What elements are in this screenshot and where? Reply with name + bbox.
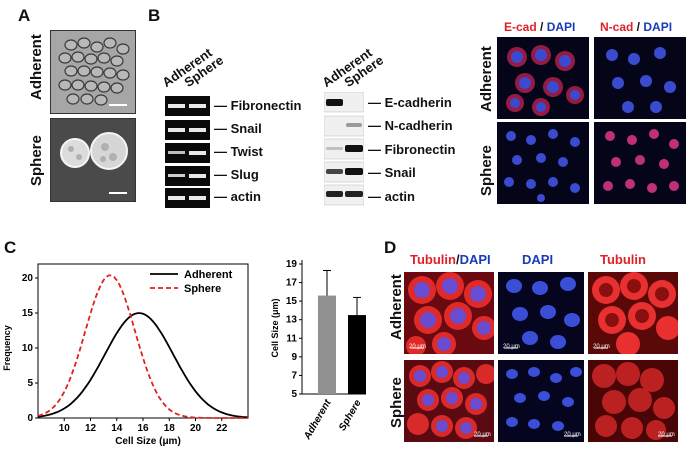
dist-series-sphere-line — [37, 274, 248, 419]
d-dapi-adherent-image — [498, 272, 584, 354]
dist-x-tick-label: 12 — [85, 423, 97, 434]
dist-x-tick-label: 10 — [59, 423, 71, 434]
pcr-gel-image — [165, 96, 210, 208]
bar-sphere — [348, 315, 366, 394]
western-blot-image — [324, 92, 364, 206]
dist-y-tick-label: 15 — [22, 308, 34, 319]
d-merge-sphere-image — [404, 360, 494, 442]
if-ncad-sphere-image — [594, 122, 686, 204]
dist-y-tick-label: 5 — [27, 378, 33, 389]
d-dapi-sphere-image — [498, 360, 584, 442]
bar-y-tick-label: 7 — [291, 370, 297, 381]
d-scalebar-3: 20 μm — [593, 344, 610, 350]
dist-y-tick-label: 0 — [27, 413, 33, 424]
d-scalebar-5: 20 μm — [564, 432, 581, 438]
wb-band-fibronectin: — Fibronectin — [368, 142, 456, 157]
if-ecad-sphere-image — [497, 122, 589, 204]
if-ncad-adherent-image — [594, 37, 686, 119]
bar-y-axis-label: Cell Size (μm) — [270, 298, 280, 357]
dist-x-tick-label: 22 — [216, 423, 228, 434]
pcr-band-actin: — actin — [214, 189, 261, 204]
pcr-band-twist: — Twist — [214, 144, 263, 159]
bar-adherent — [318, 295, 336, 394]
bar-y-tick-label: 15 — [286, 296, 298, 307]
pcr-band-slug: — Slug — [214, 167, 259, 182]
sphere-cells-image — [51, 119, 135, 201]
bar-y-tick-label: 5 — [291, 389, 297, 400]
bar-y-tick-label: 19 — [286, 259, 298, 270]
d-scalebar-6: 20 μm — [658, 432, 675, 438]
bar-y-tick-label: 13 — [286, 315, 298, 326]
pcr-band-fibronectin: — Fibronectin — [214, 98, 302, 113]
panel-a-row-label-sphere: Sphere — [28, 135, 45, 186]
bar-y-tick-label: 11 — [286, 333, 297, 344]
bar-category-label-adherent: Adherent — [302, 397, 334, 442]
panel-b-letter: B — [148, 6, 161, 25]
wb-band-snail: — Snail — [368, 165, 416, 180]
if-b-row-label-sphere: Sphere — [478, 145, 495, 196]
d-tubulin-sphere-image — [588, 360, 678, 442]
legend-label-sphere: Sphere — [184, 283, 221, 295]
d-scalebar-2: 20 μm — [503, 344, 520, 350]
d-tubulin-adherent-image — [588, 272, 678, 354]
wb-band-actin: — actin — [368, 189, 415, 204]
d-scalebar-1: 20 μm — [409, 344, 426, 350]
dist-x-tick-label: 20 — [190, 423, 202, 434]
if-ecad-adherent-image — [497, 37, 589, 119]
if-header-ecad: E-cad / DAPI — [504, 20, 576, 34]
pcr-band-snail: — Snail — [214, 121, 262, 136]
wb-band-e-cadherin: — E-cadherin — [368, 95, 452, 110]
panel-d-letter: D — [384, 238, 397, 257]
d-header-tubulin-dapi: Tubulin/DAPI — [410, 252, 491, 267]
panel-c-letter: C — [4, 238, 17, 257]
wb-band-n-cadherin: — N-cadherin — [368, 118, 453, 133]
bar-y-tick-label: 17 — [286, 278, 298, 289]
d-header-tubulin: Tubulin — [600, 252, 646, 267]
panel-a-adherent-micrograph — [50, 30, 136, 114]
d-header-dapi: DAPI — [522, 252, 554, 267]
d-scalebar-4: 20 μm — [474, 432, 491, 438]
bar-category-label-sphere: Sphere — [337, 398, 364, 433]
cell-size-distribution-chart: 10 12 14 16 18 20 22 0 5 10 15 20 Adherent Sphere Ce… — [2, 263, 249, 447]
dist-x-tick-label: 14 — [111, 423, 123, 434]
if-header-ncad: N-cad / DAPI — [600, 20, 673, 34]
dist-series-adherent-line — [37, 312, 249, 419]
d-merge-adherent-image — [404, 272, 494, 354]
panel-a-sphere-micrograph — [50, 118, 136, 202]
d-row-label-sphere: Sphere — [388, 377, 405, 428]
dist-x-tick-label: 16 — [137, 423, 149, 434]
panel-a-row-label-adherent: Adherent — [28, 34, 45, 100]
bar-y-tick-label: 9 — [291, 352, 297, 363]
dist-y-tick-label: 10 — [22, 343, 34, 354]
dist-x-axis-label: Cell Size (μm) — [115, 436, 181, 447]
adherent-cells-image — [51, 31, 135, 113]
dist-y-axis-label: Frequency — [2, 325, 12, 371]
if-b-row-label-adherent: Adherent — [478, 46, 495, 112]
dist-x-tick-label: 18 — [164, 423, 176, 434]
d-row-label-adherent: Adherent — [388, 274, 405, 340]
cell-size-bar-chart: 5 7 9 11 13 15 17 19 Adherent Sphere Cell Size (… — [270, 259, 366, 442]
dist-y-tick-label: 20 — [22, 273, 34, 284]
legend-label-adherent: Adherent — [184, 269, 233, 281]
panel-a-letter: A — [18, 6, 31, 25]
